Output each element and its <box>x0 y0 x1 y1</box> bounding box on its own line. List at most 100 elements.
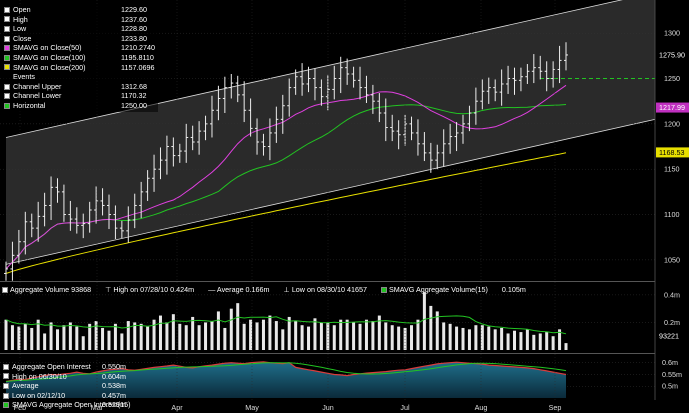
volume-bar <box>184 325 188 350</box>
volume-header: Aggregate Volume 93868 ⊤ High on 07/28/1… <box>2 285 526 294</box>
price-bar <box>448 123 453 154</box>
volume-bar <box>191 316 195 350</box>
volume-smavg: SMAVG Aggregate Volume(15) <box>380 285 488 294</box>
sma50-line <box>5 84 567 270</box>
legend-label: High on 06/30/10 <box>12 371 67 381</box>
legend-label: SMAVG Aggregate Open Interest(15) <box>12 400 131 410</box>
volume-bar <box>4 319 8 350</box>
legend-swatch <box>4 25 10 32</box>
price-bar <box>49 176 54 220</box>
volume-smavg-value: 0.105m <box>501 285 526 294</box>
legend-value: 1195.8110 <box>121 52 154 62</box>
volume-bar <box>358 323 362 350</box>
svg-text:93221: 93221 <box>659 332 679 341</box>
price-bar <box>126 206 131 243</box>
legend-row: Events <box>4 72 155 82</box>
volume-bar <box>204 322 208 350</box>
price-bar <box>538 55 543 80</box>
price-bar <box>158 147 163 180</box>
volume-bar <box>171 314 175 350</box>
volume-bar <box>287 316 291 350</box>
price-bar <box>422 132 427 162</box>
legend-label: Average <box>12 381 39 391</box>
volume-bar <box>81 336 85 350</box>
volume-bar <box>249 319 253 350</box>
volume-high: ⊤ High on 07/28/10 0.424m <box>105 285 195 294</box>
price-bar <box>319 79 324 106</box>
price-bar <box>557 45 562 84</box>
oi-area <box>6 361 566 398</box>
month-label: Feb <box>14 403 26 412</box>
price-bar <box>396 120 401 150</box>
volume-bar <box>525 329 529 350</box>
price-bar <box>113 205 118 240</box>
volume-bar <box>390 325 394 350</box>
volume-grid <box>0 294 655 323</box>
price-tag-last: 1275.90 <box>656 50 689 61</box>
volume-bar <box>313 318 317 350</box>
price-bar <box>10 241 15 281</box>
price-bar <box>171 137 176 167</box>
legend-value: 1237.60 <box>121 14 147 24</box>
legend-label: Low <box>13 24 27 34</box>
price-bar <box>100 188 105 216</box>
price-bar <box>36 201 41 242</box>
price-bar <box>61 184 66 222</box>
legend-label: SMAVG on Close(200) <box>13 62 86 72</box>
volume-tick-label: 0.4m <box>664 290 680 299</box>
volume-bar <box>558 329 562 350</box>
volume-bar <box>319 322 323 350</box>
volume-bar <box>352 322 356 350</box>
price-bar <box>119 220 124 239</box>
legend-value: 1312.68 <box>121 81 147 91</box>
price-bar <box>441 129 446 167</box>
volume-bar <box>274 321 278 350</box>
legend-swatch <box>4 35 10 42</box>
price-bar <box>467 105 472 132</box>
price-bar <box>512 67 517 95</box>
volume-bar <box>487 326 491 350</box>
volume-bar <box>403 327 407 350</box>
legend-swatch <box>4 54 10 61</box>
volume-bar <box>236 303 240 350</box>
legend-swatch <box>4 16 10 23</box>
volume-bar <box>506 333 510 350</box>
legend-row: Low 1228.80 <box>4 24 155 34</box>
volume-bar <box>107 330 111 350</box>
volume-bar <box>146 326 150 350</box>
volume-bar <box>158 315 162 350</box>
price-bar <box>287 78 292 117</box>
price-bar <box>428 142 433 173</box>
legend-value: 0.550m <box>102 362 126 371</box>
volume-bar <box>268 315 272 350</box>
price-bar <box>216 85 221 121</box>
price-bar <box>409 116 414 141</box>
price-bar <box>338 56 343 94</box>
price-bar <box>229 74 234 99</box>
volume-bar <box>384 322 388 350</box>
volume-bar <box>120 333 124 350</box>
month-label: Jul <box>400 403 410 412</box>
volume-bar <box>467 329 471 350</box>
legend-swatch <box>4 45 10 52</box>
price-bar <box>499 69 504 106</box>
price-bar <box>293 69 298 95</box>
legend-row: Open 1229.60 <box>4 5 155 15</box>
legend-swatch <box>3 402 9 409</box>
price-bar <box>364 75 369 104</box>
volume-bar <box>30 327 34 350</box>
legend-swatch <box>3 392 9 399</box>
price-bar <box>177 143 182 163</box>
volume-bar <box>429 305 433 350</box>
volume-bar <box>281 329 285 350</box>
legend-row: Average 0.538m <box>3 381 135 391</box>
volume-bar <box>17 326 21 350</box>
price-bar <box>197 121 202 155</box>
price-bar <box>87 201 92 233</box>
volume-bar <box>442 322 446 350</box>
price-bar <box>403 114 408 146</box>
month-label: Sep <box>549 403 562 412</box>
volume-bar <box>422 292 426 350</box>
channel-upper-line <box>5 0 623 138</box>
